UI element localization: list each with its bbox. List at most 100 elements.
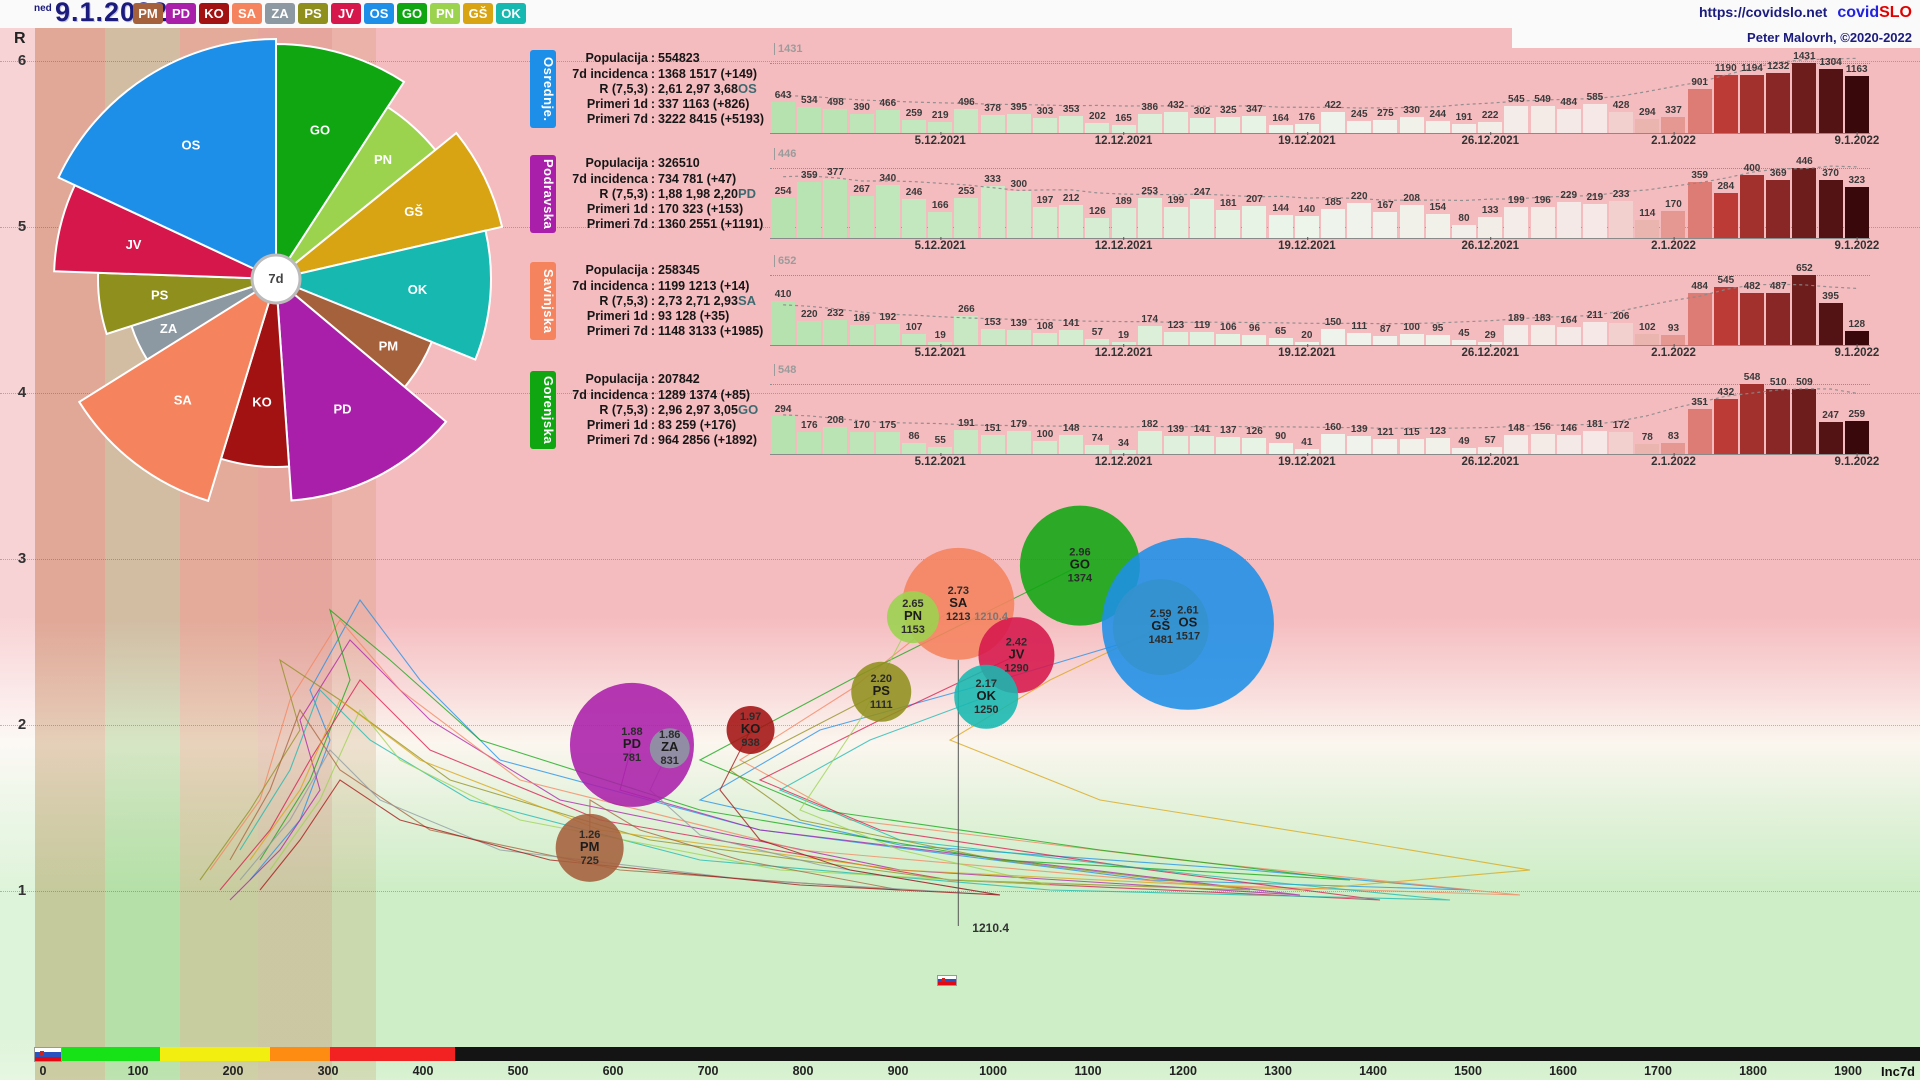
bar[interactable]: [1373, 211, 1398, 238]
bar[interactable]: [1818, 69, 1843, 133]
region-button-OS[interactable]: OS: [364, 3, 394, 24]
bar[interactable]: [797, 321, 822, 345]
bar[interactable]: [1504, 106, 1529, 133]
bar[interactable]: [1609, 322, 1634, 345]
bar[interactable]: [1530, 106, 1555, 133]
bar[interactable]: [1844, 331, 1869, 345]
bar[interactable]: [1294, 448, 1319, 454]
region-button-PN[interactable]: PN: [430, 3, 460, 24]
panel-region-tag[interactable]: Osrednje.: [530, 50, 556, 128]
bar[interactable]: [1242, 334, 1267, 345]
bar[interactable]: [1268, 124, 1293, 133]
bar[interactable]: [1766, 388, 1791, 454]
bar[interactable]: [1006, 113, 1031, 133]
bar[interactable]: [1844, 187, 1869, 238]
bar[interactable]: [1713, 193, 1738, 238]
bar[interactable]: [1609, 432, 1634, 454]
bar[interactable]: [1740, 74, 1765, 133]
bar[interactable]: [1740, 175, 1765, 238]
bar[interactable]: [1294, 342, 1319, 345]
bar[interactable]: [849, 432, 874, 454]
bar[interactable]: [954, 316, 979, 345]
region-button-JV[interactable]: JV: [331, 3, 361, 24]
bar[interactable]: [1399, 205, 1424, 238]
region-button-PM[interactable]: PM: [133, 3, 163, 24]
bubble-PS[interactable]: [851, 661, 912, 722]
bar[interactable]: [1059, 204, 1084, 238]
bar[interactable]: [1111, 449, 1136, 454]
bar[interactable]: [1321, 112, 1346, 133]
bar[interactable]: [1504, 435, 1529, 454]
pie-slice-GO[interactable]: [275, 42, 406, 283]
bar[interactable]: [771, 198, 796, 238]
bar[interactable]: [1425, 334, 1450, 345]
bar[interactable]: [1530, 325, 1555, 345]
bar[interactable]: [823, 108, 848, 133]
bar[interactable]: [1032, 333, 1057, 345]
bar[interactable]: [1582, 322, 1607, 345]
bar[interactable]: [954, 429, 979, 454]
bar[interactable]: [954, 198, 979, 238]
bar[interactable]: [1530, 207, 1555, 238]
bar[interactable]: [875, 110, 900, 133]
bar[interactable]: [1844, 420, 1869, 454]
bar[interactable]: [928, 211, 953, 238]
bar[interactable]: [1635, 220, 1660, 238]
bar[interactable]: [1085, 218, 1110, 238]
bar[interactable]: [1347, 203, 1372, 238]
bubble-ZA[interactable]: [649, 728, 690, 769]
bar[interactable]: [849, 324, 874, 345]
region-button-GO[interactable]: GO: [397, 3, 427, 24]
bar[interactable]: [1766, 72, 1791, 133]
bar[interactable]: [849, 196, 874, 238]
bar[interactable]: [1242, 205, 1267, 238]
bar[interactable]: [1451, 123, 1476, 133]
bar[interactable]: [1137, 198, 1162, 238]
bar[interactable]: [1556, 202, 1581, 238]
bar[interactable]: [1163, 436, 1188, 454]
bubble-KO[interactable]: [726, 705, 775, 754]
bar[interactable]: [849, 113, 874, 133]
bar[interactable]: [771, 300, 796, 345]
site-url[interactable]: https://covidslo.net: [1698, 4, 1828, 20]
region-button-ZA[interactable]: ZA: [265, 3, 295, 24]
bar[interactable]: [1661, 211, 1686, 238]
bar[interactable]: [1687, 181, 1712, 238]
region-button-SA[interactable]: SA: [232, 3, 262, 24]
bar[interactable]: [1399, 439, 1424, 454]
bar[interactable]: [1451, 447, 1476, 454]
bar[interactable]: [1032, 441, 1057, 454]
bar[interactable]: [875, 431, 900, 454]
bar[interactable]: [902, 333, 927, 345]
pie-slice-GŠ[interactable]: [275, 131, 504, 280]
bar[interactable]: [1373, 335, 1398, 345]
bar[interactable]: [1032, 118, 1057, 133]
bar[interactable]: [1294, 216, 1319, 238]
bar[interactable]: [771, 416, 796, 454]
bar[interactable]: [1294, 124, 1319, 133]
bar[interactable]: [875, 184, 900, 238]
bar[interactable]: [928, 446, 953, 454]
bar[interactable]: [1347, 121, 1372, 133]
bar[interactable]: [1085, 123, 1110, 133]
bar[interactable]: [1190, 332, 1215, 345]
bar[interactable]: [1451, 340, 1476, 345]
bar[interactable]: [980, 185, 1005, 238]
bar[interactable]: [1687, 88, 1712, 133]
bar[interactable]: [980, 434, 1005, 454]
bar[interactable]: [823, 427, 848, 454]
bar[interactable]: [1242, 116, 1267, 133]
bar[interactable]: [771, 101, 796, 133]
pie-slice-PD[interactable]: [274, 276, 448, 502]
bar[interactable]: [1111, 342, 1136, 345]
bar[interactable]: [797, 431, 822, 454]
bar[interactable]: [1347, 436, 1372, 454]
bar[interactable]: [1216, 333, 1241, 345]
bar[interactable]: [1478, 217, 1503, 238]
region-button-OK[interactable]: OK: [496, 3, 526, 24]
bar[interactable]: [1687, 293, 1712, 345]
bar[interactable]: [1713, 398, 1738, 454]
bar[interactable]: [1190, 199, 1215, 238]
pie-slice-SA[interactable]: [77, 276, 278, 503]
panel-region-tag[interactable]: Savinjska: [530, 262, 556, 340]
